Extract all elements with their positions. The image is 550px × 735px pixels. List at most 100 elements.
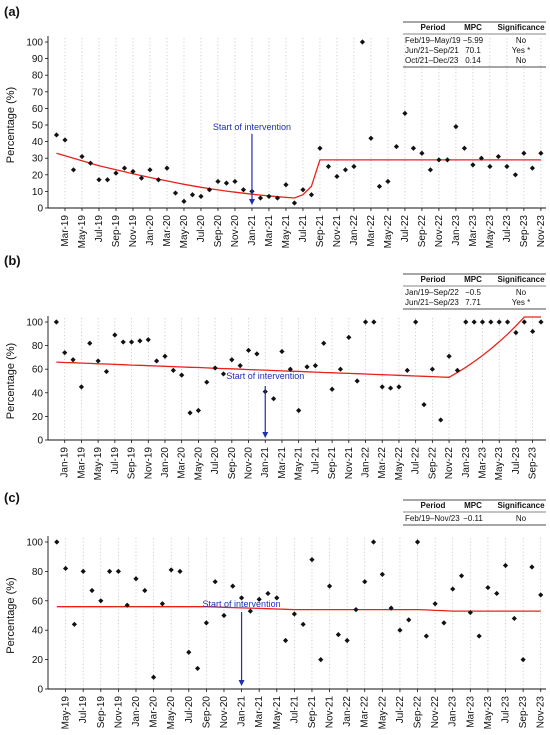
intervention-label: Start of intervention [226, 371, 304, 381]
data-point [168, 567, 174, 573]
data-point [159, 601, 165, 607]
data-point [334, 173, 340, 180]
arrow-down-icon-head [238, 680, 245, 686]
x-tick-label: May-20 [166, 696, 177, 730]
x-tick-label: Jan-21 [237, 696, 248, 727]
table-cell: −0.11 [463, 514, 483, 523]
data-point [393, 143, 400, 150]
x-tick-label: Jul-19 [110, 447, 121, 475]
data-point [321, 340, 327, 346]
data-point [145, 337, 151, 343]
data-point [229, 357, 235, 363]
x-tick-label: Nov-20 [219, 696, 230, 729]
data-point [137, 338, 143, 344]
data-point [317, 145, 323, 151]
trend-line [56, 606, 541, 612]
data-point [538, 319, 544, 325]
data-point [346, 334, 352, 340]
data-point [521, 150, 527, 156]
x-tick-label: Jul-21 [310, 447, 321, 475]
x-tick-label: Sep-23 [518, 696, 529, 729]
y-tick-label: 100 [26, 38, 43, 49]
table-cell: No [516, 56, 527, 65]
x-tick-label: Sep-19 [127, 447, 138, 480]
data-point [329, 386, 335, 392]
mpc-table: Period MPC Significance Feb/19–Nov/23 −0.11 N… [403, 499, 546, 526]
x-tick-label: Nov-19 [143, 447, 154, 480]
x-tick-label: May-19 [77, 215, 88, 249]
data-point [291, 200, 298, 206]
y-axis-title: Percentage (%) [5, 87, 17, 163]
x-tick-label: Jul-23 [502, 215, 513, 243]
data-point [467, 609, 473, 616]
data-point [128, 339, 135, 345]
x-tick-label: Jul-22 [411, 447, 422, 475]
y-tick-label: 0 [37, 685, 43, 696]
x-tick-label: May-20 [193, 447, 204, 481]
y-tick-label: 20 [32, 170, 44, 181]
x-tick-label: May-19 [93, 447, 104, 481]
data-point [458, 573, 465, 579]
data-point [89, 587, 95, 594]
data-point [154, 358, 160, 364]
data-point [312, 363, 318, 369]
x-ticks: Jan-19 Mar-19 May-19 Jul-19 Sep-19 Nov-19 Jan-… [60, 318, 539, 480]
x-tick-label: Mar-20 [177, 447, 188, 479]
data-point [454, 367, 461, 373]
panel-label: (c) [4, 490, 20, 505]
x-tick-label: Mar-23 [477, 447, 488, 479]
x-tick-label: Jul-20 [196, 215, 207, 243]
x-tick-label: May-20 [179, 215, 190, 249]
mpc-table: Period MPC Significance Jan/19–Sep/22 −0.5 No… [403, 273, 546, 310]
data-point [453, 124, 459, 130]
intervention-label: Start of intervention [213, 122, 291, 132]
data-point [438, 417, 444, 423]
x-tick-label: Mar-23 [465, 696, 476, 728]
data-point [371, 319, 377, 325]
table-cell: −0.5 [465, 288, 481, 297]
data-point [130, 168, 136, 175]
data-point [504, 319, 511, 325]
x-tick-label: Jul-20 [184, 696, 195, 724]
x-tick-label: Jan-23 [448, 696, 459, 727]
data-point [397, 627, 403, 633]
data-point [529, 165, 536, 171]
y-tick-label: 100 [26, 538, 43, 549]
x-tick-label: Nov-19 [128, 215, 139, 248]
data-point [177, 568, 183, 574]
data-point [212, 579, 218, 585]
table-cell: Oct/21–Dec/23 [405, 56, 459, 65]
table-header: Significance [497, 501, 545, 510]
y-tick-label: 20 [32, 412, 44, 423]
y-axis-title: Percentage (%) [5, 343, 17, 419]
data-point [186, 649, 192, 655]
data-point [521, 319, 527, 325]
x-tick-label: Jul-22 [400, 215, 411, 243]
data-point [396, 384, 402, 390]
data-point [147, 167, 153, 173]
data-point [342, 167, 349, 173]
data-point [376, 183, 383, 190]
x-tick-label: Jan-22 [349, 215, 360, 246]
data-point [432, 601, 438, 607]
x-tick-label: Jan-20 [160, 447, 171, 478]
data-point [444, 157, 451, 163]
x-tick-label: Mar-19 [76, 447, 87, 479]
x-tick-label: Sep-19 [111, 215, 122, 248]
data-point [487, 163, 493, 170]
data-point [54, 539, 60, 545]
data-point [326, 583, 333, 589]
x-tick-label: Sep-23 [528, 447, 539, 480]
y-tick-label: 50 [32, 121, 44, 132]
data-point [511, 615, 517, 622]
x-tick-label: Mar-21 [264, 215, 275, 247]
x-tick-label: Jan-23 [461, 447, 472, 478]
data-point [282, 637, 289, 644]
x-tick-label: Nov-21 [344, 447, 355, 480]
table-cell: Feb/19–Nov/23 [405, 514, 460, 523]
x-tick-label: May-19 [61, 696, 72, 730]
data-point [470, 162, 476, 168]
y-tick-label: 10 [32, 187, 44, 198]
table-cell: Feb/19–May/19 [405, 36, 461, 45]
